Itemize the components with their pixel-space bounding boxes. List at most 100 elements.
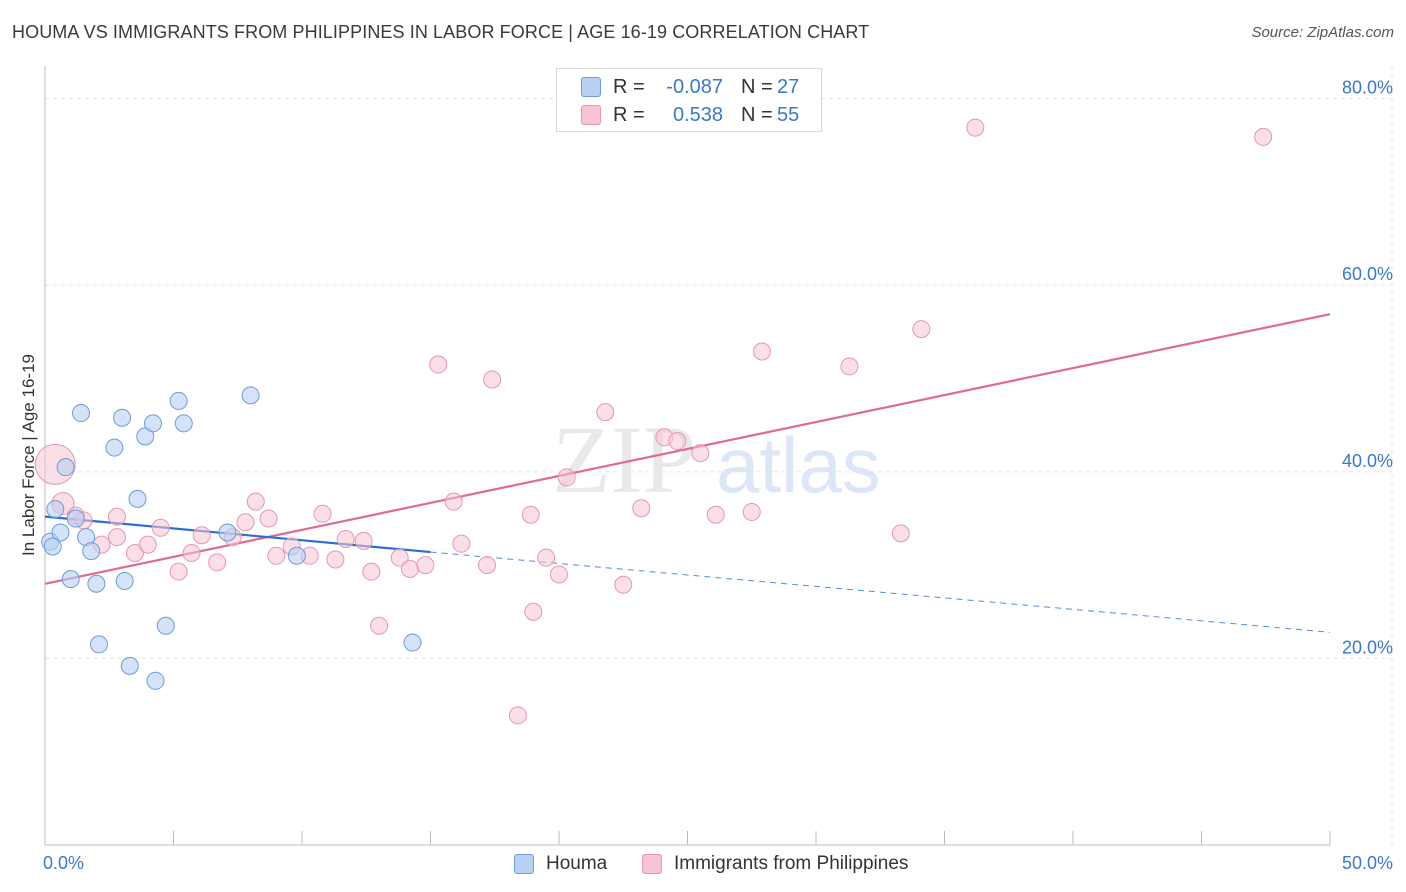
y-tick-label: 40.0% — [1342, 451, 1393, 471]
philippines-point — [912, 320, 931, 339]
philippines-point — [370, 616, 389, 635]
n-value: 27 — [777, 75, 800, 98]
philippines-point — [691, 444, 710, 463]
philippines-point — [524, 602, 543, 621]
philippines-point — [416, 556, 435, 575]
philippines-point — [151, 518, 170, 537]
philippines-point — [668, 432, 687, 451]
philippines-point — [550, 565, 568, 584]
philippines-point — [444, 492, 463, 511]
y-tick-label: 20.0% — [1342, 637, 1393, 657]
philippines-point — [596, 403, 615, 422]
philippines-point — [138, 535, 157, 554]
chart-title: HOUMA VS IMMIGRANTS FROM PHILIPPINES IN … — [12, 22, 870, 42]
houma-point — [156, 616, 175, 635]
watermark-zip: ZIP — [552, 406, 696, 513]
data-points — [34, 118, 1273, 725]
n-label: N = — [741, 75, 773, 98]
philippines-point — [208, 553, 227, 572]
houma-point — [113, 408, 132, 427]
houma-point — [43, 537, 62, 556]
houma-point — [66, 509, 85, 528]
philippines-point — [508, 706, 527, 725]
philippines-point — [400, 559, 419, 578]
y-tick-label: 80.0% — [1342, 78, 1393, 98]
philippines-point — [483, 370, 502, 389]
houma-point — [115, 571, 134, 590]
houma-swatch — [514, 854, 534, 874]
philippines-point — [192, 526, 211, 545]
philippines-point — [259, 509, 278, 528]
correlation-legend: R = -0.087 N = 27 R = 0.538 N = 55 — [556, 68, 822, 132]
philippines-point — [313, 504, 332, 523]
philippines-point — [246, 492, 265, 511]
philippines-point — [706, 505, 725, 524]
philippines-point — [537, 548, 556, 567]
tick-labels: 20.0% 40.0% 60.0% 80.0% 0.0% 50.0% — [43, 78, 1393, 873]
houma-point — [143, 414, 162, 433]
philippines-point — [267, 546, 286, 565]
philippines-point — [107, 507, 126, 526]
houma-point — [87, 574, 106, 593]
source-label: Source: ZipAtlas.com — [1251, 24, 1394, 41]
legend-item-philippines: Immigrants from Philippines — [642, 852, 908, 876]
legend-row-houma: R = -0.087 N = 27 — [581, 75, 799, 99]
gridlines — [45, 66, 1393, 845]
r-label: R = — [613, 75, 645, 98]
n-label: N = — [741, 103, 773, 126]
philippines-point — [742, 502, 761, 521]
y-axis-label: In Labor Force | Age 16-19 — [19, 354, 38, 556]
houma-point — [61, 570, 80, 589]
philippines-swatch — [581, 105, 601, 125]
philippines-point — [182, 543, 201, 562]
houma-point — [89, 635, 108, 654]
houma-point — [218, 523, 237, 542]
philippines-point — [557, 468, 576, 487]
n-value: 55 — [777, 103, 800, 126]
houma-point — [403, 633, 422, 652]
x-tick-label: 0.0% — [43, 853, 84, 873]
houma-point — [241, 386, 260, 405]
r-value: 0.538 — [672, 103, 723, 126]
philippines-point — [614, 575, 633, 594]
legend-row-philippines: R = 0.538 N = 55 — [581, 103, 799, 127]
houma-point — [56, 458, 75, 477]
philippines-point — [107, 528, 126, 547]
philippines-point — [354, 531, 373, 550]
r-value: -0.087 — [666, 75, 723, 98]
houma-point — [146, 671, 165, 690]
philippines-point — [521, 505, 540, 524]
philippines-point — [362, 562, 381, 581]
houma-point — [169, 391, 188, 410]
legend-label-houma: Houma — [546, 853, 608, 874]
philippines-point — [429, 355, 448, 374]
philippines-point — [390, 548, 409, 567]
watermark: ZIP atlas — [552, 406, 881, 513]
r-label: R = — [613, 103, 645, 126]
houma-point — [105, 438, 124, 457]
houma-point — [82, 542, 101, 561]
philippines-point — [632, 499, 651, 518]
philippines-swatch — [642, 854, 662, 874]
philippines-point — [966, 118, 985, 137]
houma-swatch — [581, 77, 601, 97]
philippines-point — [452, 534, 471, 553]
houma-point — [174, 414, 193, 433]
philippines-point — [1254, 127, 1273, 146]
philippines-point — [891, 524, 910, 543]
houma-point — [51, 523, 70, 542]
philippines-point — [169, 562, 188, 581]
legend-item-houma: Houma — [514, 852, 607, 876]
y-tick-label: 60.0% — [1342, 264, 1393, 284]
houma-point — [287, 546, 306, 565]
x-tick-label: 50.0% — [1342, 853, 1393, 873]
houma-trend-extension — [430, 551, 1331, 633]
houma-point — [46, 500, 65, 519]
houma-point — [71, 404, 90, 423]
philippines-point — [125, 543, 144, 562]
philippines-point — [326, 550, 345, 569]
philippines-point — [753, 342, 772, 361]
philippines-trend-line — [44, 313, 1331, 585]
philippines-point — [478, 556, 497, 575]
